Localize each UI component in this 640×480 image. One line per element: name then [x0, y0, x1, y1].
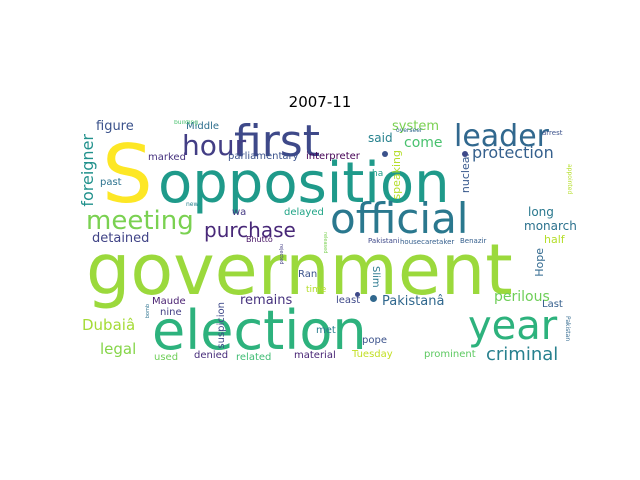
- word-perilous: perilous: [494, 289, 550, 305]
- word-criminal: criminal: [486, 344, 559, 365]
- word-released: released: [322, 232, 328, 254]
- word-prominent: prominent: [424, 349, 476, 360]
- word-official: official: [330, 194, 469, 243]
- word-hour: hour: [182, 129, 247, 162]
- dot-mark: [355, 292, 360, 297]
- word-half: half: [544, 233, 565, 246]
- word-election: election: [152, 299, 367, 362]
- word-figure: figure: [96, 120, 134, 134]
- word-tuesday: Tuesday: [352, 349, 393, 360]
- word-bomb: bomb: [145, 304, 151, 319]
- word-government: government: [86, 229, 513, 311]
- word-parliamentary: parliamentary: [228, 151, 299, 162]
- word-foreigner: foreigner: [80, 134, 97, 207]
- dot-mark: [382, 151, 388, 157]
- word-interpreter: interpreter: [306, 151, 360, 162]
- word-remains: remains: [240, 293, 293, 308]
- word-pope: pope: [362, 335, 387, 346]
- word-ran: Ran: [298, 269, 318, 280]
- word-legal: legal: [100, 340, 137, 358]
- word-opposition: opposition: [158, 151, 450, 216]
- word-delayed: delayed: [284, 207, 324, 218]
- word-slim: Slim: [370, 266, 381, 288]
- word-building: building: [174, 120, 199, 126]
- word-monarch: monarch: [524, 219, 577, 233]
- word-cloud: government election opposition S first o…: [80, 120, 580, 370]
- word-dubaia: Dubaiâ: [82, 316, 136, 334]
- word-related: related: [236, 352, 272, 363]
- word-pakistan: Pakistan: [564, 316, 571, 342]
- word-system: system: [392, 120, 439, 134]
- word-material: material: [294, 350, 336, 361]
- word-ha: ha: [372, 169, 384, 179]
- word-purchase: purchase: [204, 218, 296, 242]
- word-protection: protection: [472, 143, 554, 162]
- word-speaking: speaking: [390, 150, 403, 200]
- word-nine: nine: [160, 307, 182, 318]
- word-overseer: overseer: [396, 127, 423, 134]
- word-rejected: rejected: [278, 244, 284, 265]
- word-come: come: [404, 135, 443, 151]
- word-first: first: [234, 120, 320, 167]
- word-nuclear: nuclear: [459, 152, 472, 194]
- word-leader: leader: [454, 120, 550, 154]
- word-wa: wa: [232, 207, 247, 218]
- word-s: S: [102, 128, 153, 221]
- word-new: new: [186, 201, 199, 208]
- word-said: said: [368, 131, 393, 145]
- word-pakistana: Pakistanâ: [382, 294, 445, 309]
- word-least: least: [336, 295, 361, 306]
- word-marked: marked: [148, 152, 186, 163]
- dot-mark: [462, 151, 468, 157]
- word-maude: Maude: [152, 296, 186, 307]
- word-denied: denied: [194, 350, 229, 361]
- word-met: met: [316, 325, 336, 336]
- dot-mark: [370, 295, 377, 302]
- word-long: long: [528, 205, 554, 219]
- word-bhutto: Bhutto: [246, 235, 273, 244]
- word-meeting: meeting: [86, 206, 194, 236]
- word-benazir: Benazir: [460, 237, 487, 245]
- word-used: used: [154, 352, 179, 363]
- word-last: Last: [542, 299, 563, 310]
- word-housecaretaker: housecaretaker: [400, 238, 455, 246]
- word-arrest: arrest: [542, 129, 563, 137]
- word-pakistani: Pakistani: [368, 237, 400, 245]
- word-appointed: appointed: [566, 164, 573, 195]
- word-year: year: [468, 303, 558, 349]
- chart-title: 2007-11: [288, 93, 352, 111]
- word-hope: Hope: [533, 248, 546, 277]
- word-detained: detained: [92, 231, 150, 246]
- word-time: time: [306, 285, 327, 295]
- word-middle: Middle: [186, 121, 220, 132]
- word-past: past: [100, 177, 122, 188]
- word-suspicion: suspicion: [216, 302, 227, 349]
